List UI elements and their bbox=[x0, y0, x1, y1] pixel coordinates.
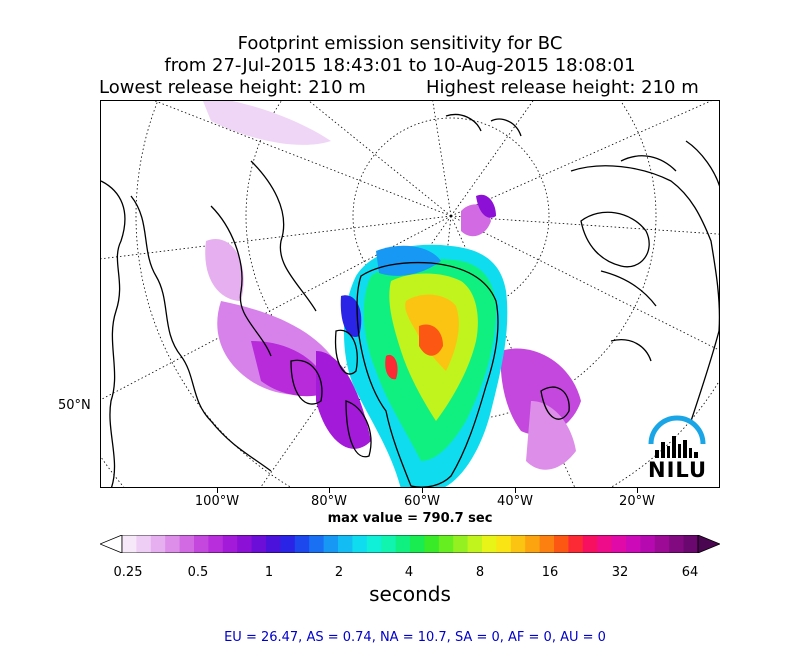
colorbar-segment bbox=[338, 535, 353, 553]
colorbar-segment bbox=[568, 535, 584, 553]
lon-tick bbox=[329, 488, 330, 493]
colorbar-tick-label: 1 bbox=[264, 565, 274, 580]
colorbar-segment bbox=[640, 535, 656, 553]
lon-label-100w: 100°W bbox=[194, 494, 240, 509]
lon-tick bbox=[637, 488, 638, 493]
time-range: from 27-Jul-2015 18:43:01 to 10-Aug-2015… bbox=[164, 55, 636, 76]
colorbar-segment bbox=[395, 535, 411, 553]
release-height-high: Highest release height: 210 m bbox=[426, 77, 699, 98]
colorbar bbox=[100, 535, 720, 553]
colorbar-segment bbox=[122, 535, 137, 553]
colorbar-segment bbox=[453, 535, 468, 553]
colorbar-segment bbox=[381, 535, 396, 553]
colorbar-tick-label: 4 bbox=[404, 565, 414, 580]
lon-tick bbox=[217, 488, 218, 493]
colorbar-segment bbox=[266, 535, 281, 553]
sensitivity-field bbox=[203, 101, 581, 487]
colorbar-segment bbox=[309, 535, 324, 553]
colorbar-segment bbox=[582, 535, 598, 553]
map-title: Footprint emission sensitivity for BC bbox=[237, 33, 563, 54]
colorbar-tick-label: 2 bbox=[334, 565, 344, 580]
colorbar-tick-label: 8 bbox=[475, 565, 485, 580]
colorbar-segment bbox=[410, 535, 425, 553]
region-summary: EU = 26.47, AS = 0.74, NA = 10.7, SA = 0… bbox=[224, 630, 606, 645]
lat-label-50n: 50°N bbox=[58, 398, 91, 413]
lon-label-80w: 80°W bbox=[311, 494, 347, 509]
colorbar-segment bbox=[280, 535, 296, 553]
map-canvas bbox=[101, 101, 719, 487]
colorbar-segment bbox=[525, 535, 540, 553]
nilu-logo bbox=[648, 415, 706, 458]
colorbar-segment bbox=[352, 535, 368, 553]
colorbar-segment bbox=[654, 535, 670, 553]
colorbar-border bbox=[121, 535, 699, 553]
colorbar-tick-label: 32 bbox=[611, 565, 629, 580]
lon-tick bbox=[515, 488, 516, 493]
lon-label-20w: 20°W bbox=[619, 494, 655, 509]
lon-label-60w: 60°W bbox=[404, 494, 440, 509]
colorbar-segment bbox=[294, 535, 310, 553]
colorbar-segment bbox=[539, 535, 555, 553]
colorbar-extend-min bbox=[100, 535, 123, 553]
release-height-low: Lowest release height: 210 m bbox=[99, 77, 366, 98]
colorbar-unit: seconds bbox=[369, 582, 451, 606]
colorbar-segment bbox=[482, 535, 497, 553]
colorbar-segment bbox=[251, 535, 267, 553]
colorbar-segment bbox=[237, 535, 252, 553]
colorbar-tick-label: 0.5 bbox=[187, 565, 209, 580]
colorbar-segment bbox=[611, 535, 627, 553]
colorbar-tick-label: 64 bbox=[681, 565, 699, 580]
colorbar-segment bbox=[136, 535, 152, 553]
colorbar-extend-max bbox=[697, 535, 720, 553]
colorbar-segment bbox=[150, 535, 166, 553]
nilu-logo-text: NILU bbox=[648, 458, 708, 482]
colorbar-segment bbox=[510, 535, 526, 553]
colorbar-segment bbox=[222, 535, 238, 553]
lon-tick bbox=[422, 488, 423, 493]
colorbar-segment bbox=[554, 535, 569, 553]
colorbar-tick-label: 16 bbox=[541, 565, 559, 580]
coastlines bbox=[101, 113, 719, 487]
colorbar-segment bbox=[597, 535, 612, 553]
colorbar-segment bbox=[467, 535, 483, 553]
footprint-map bbox=[100, 100, 720, 488]
colorbar-segment bbox=[179, 535, 195, 553]
colorbar-segment bbox=[366, 535, 382, 553]
colorbar-segment bbox=[496, 535, 512, 553]
colorbar-segment bbox=[626, 535, 641, 553]
max-value: max value = 790.7 sec bbox=[327, 511, 493, 526]
colorbar-segment bbox=[208, 535, 224, 553]
colorbar-segment bbox=[165, 535, 180, 553]
lon-label-40w: 40°W bbox=[497, 494, 533, 509]
colorbar-segment bbox=[323, 535, 339, 553]
colorbar-segment bbox=[683, 535, 699, 553]
colorbar-segment bbox=[424, 535, 440, 553]
colorbar-segment bbox=[669, 535, 684, 553]
colorbar-tick-label: 0.25 bbox=[113, 565, 143, 580]
colorbar-segment bbox=[194, 535, 209, 553]
colorbar-segment bbox=[438, 535, 454, 553]
